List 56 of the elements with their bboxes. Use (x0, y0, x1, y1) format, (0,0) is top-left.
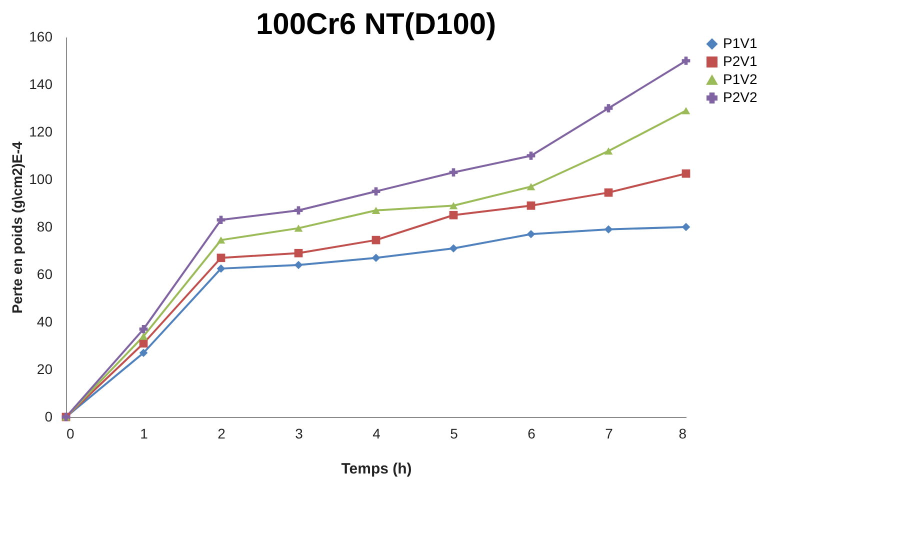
point (449, 244, 458, 253)
x-tick-label: 8 (678, 426, 687, 442)
point (604, 104, 613, 112)
legend-label: P1V2 (723, 71, 758, 87)
point (372, 187, 380, 196)
y-tick-label: 20 (36, 361, 53, 377)
point (682, 222, 690, 232)
chart-title: 100Cr6 NT(D100) (256, 8, 496, 41)
point (139, 348, 148, 358)
point (526, 152, 536, 160)
legend-label: P1V1 (723, 35, 758, 51)
x-tick-label: 5 (450, 426, 458, 442)
point (372, 236, 380, 244)
point (682, 169, 690, 178)
y-tick-label: 40 (36, 314, 53, 330)
point (526, 201, 536, 210)
y-tick-label: 120 (29, 124, 53, 140)
x-tick-label: 2 (218, 426, 226, 442)
point (449, 210, 458, 220)
point (449, 168, 458, 177)
point (216, 254, 226, 262)
x-tick-label: 3 (295, 426, 304, 442)
point (294, 248, 303, 258)
point (682, 56, 690, 65)
point (372, 206, 380, 214)
point (526, 230, 536, 238)
x-tick-label: 4 (372, 426, 381, 442)
y-tick-label: 0 (44, 408, 53, 424)
x-tick-label: 6 (528, 426, 536, 442)
legend-label: P2V1 (723, 53, 758, 69)
x-tick-label: 7 (605, 426, 614, 442)
x-tick-label: 0 (66, 426, 74, 442)
point (526, 183, 536, 190)
x-tick-label: 1 (140, 426, 148, 442)
x-axis-title: Temps (h) (341, 460, 412, 478)
point (216, 216, 226, 224)
point (294, 206, 303, 215)
y-tick-label: 60 (36, 266, 53, 282)
point (604, 225, 613, 234)
point (139, 332, 148, 340)
y-axis-title: Perte en poids (g\cm2)E-4 (9, 141, 26, 314)
point (139, 324, 148, 334)
point (372, 254, 380, 262)
legend-label: P2V2 (723, 89, 758, 105)
point (294, 260, 303, 270)
y-tick-label: 80 (36, 218, 53, 234)
point (682, 107, 690, 114)
point (604, 147, 613, 155)
point (294, 224, 303, 232)
y-tick-label: 100 (29, 171, 53, 187)
point (604, 188, 613, 197)
point (449, 202, 458, 210)
point (216, 264, 226, 273)
y-tick-label: 160 (29, 28, 53, 44)
point (216, 236, 226, 244)
y-tick-label: 140 (29, 76, 53, 92)
